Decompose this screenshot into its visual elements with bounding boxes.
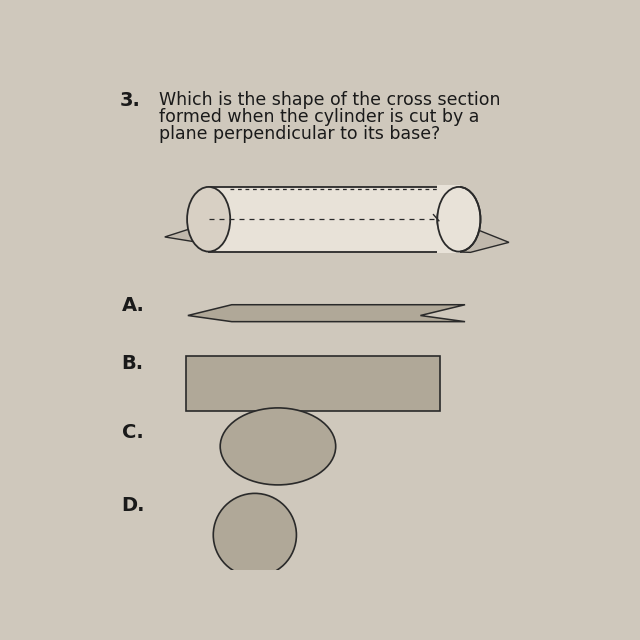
Bar [437,186,460,253]
Bar [209,187,459,252]
Bar [186,356,440,411]
Text: plane perpendicular to its base?: plane perpendicular to its base? [159,125,440,143]
Ellipse shape [187,187,230,252]
Text: B.: B. [122,354,144,373]
Polygon shape [164,221,509,252]
Text: formed when the cylinder is cut by a: formed when the cylinder is cut by a [159,108,479,125]
Ellipse shape [437,187,481,252]
Text: A.: A. [122,296,145,316]
Text: D.: D. [122,497,145,515]
Text: C.: C. [122,423,143,442]
Text: Which is the shape of the cross section: Which is the shape of the cross section [159,91,500,109]
Polygon shape [188,305,465,322]
Ellipse shape [213,493,296,577]
Ellipse shape [220,408,336,485]
Text: 3.: 3. [120,91,141,109]
